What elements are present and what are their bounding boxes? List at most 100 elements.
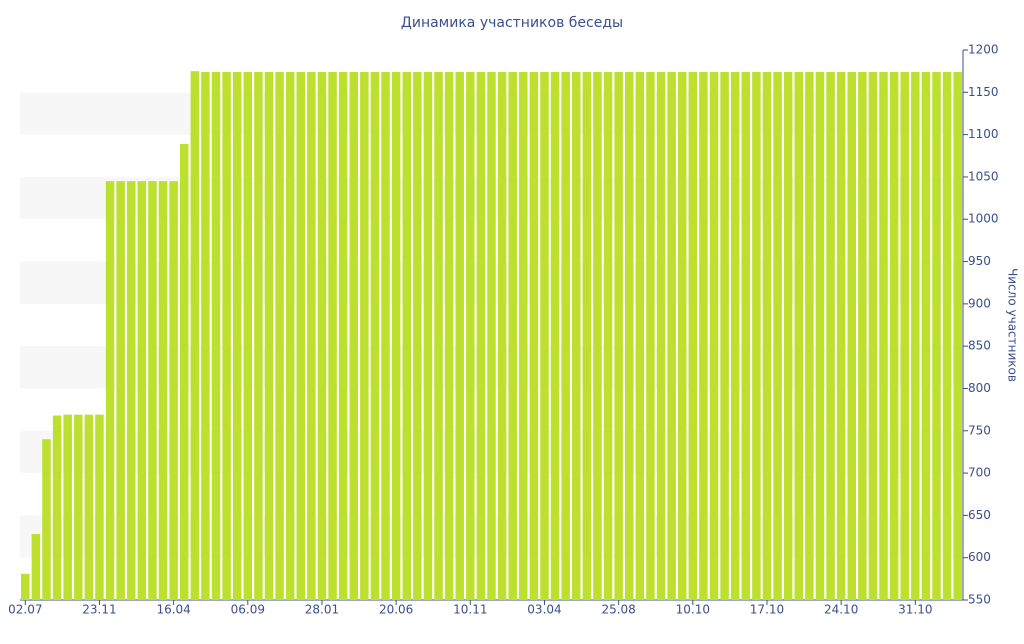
bar — [942, 72, 952, 600]
bar — [285, 72, 295, 600]
bar — [730, 72, 740, 600]
bar — [932, 72, 941, 600]
bar — [360, 72, 369, 600]
bar — [646, 72, 655, 600]
bar — [783, 72, 793, 600]
x-tick-label: 03.04 — [527, 603, 561, 617]
bar — [773, 72, 782, 600]
bar — [519, 72, 528, 600]
bar — [879, 72, 888, 600]
x-tick-label: 23.11 — [82, 603, 116, 617]
x-tick-label: 31.10 — [898, 603, 932, 617]
bar — [540, 72, 549, 600]
y-tick-label: 800 — [968, 381, 991, 395]
y-tick-label: 950 — [968, 254, 991, 268]
bar — [148, 181, 157, 600]
bar — [625, 72, 634, 600]
x-tick-label: 17.10 — [750, 603, 784, 617]
bar — [741, 72, 751, 600]
bar — [455, 72, 464, 600]
x-tick-label: 02.07 — [8, 603, 42, 617]
bar — [582, 72, 592, 600]
y-tick-label: 1200 — [968, 43, 999, 57]
bar — [677, 72, 687, 600]
bar — [614, 72, 623, 600]
bar — [201, 72, 210, 600]
x-tick-label: 24.10 — [824, 603, 858, 617]
bar — [116, 181, 125, 600]
y-tick-label: 700 — [968, 466, 991, 480]
y-tick-label: 1000 — [968, 212, 999, 226]
bar — [211, 72, 221, 600]
y-tick-label: 1150 — [968, 85, 999, 99]
y-tick-label: 750 — [968, 423, 991, 437]
bar — [466, 72, 475, 600]
bar — [434, 72, 443, 600]
bar — [847, 72, 856, 600]
bar — [720, 72, 729, 600]
bar — [593, 72, 602, 600]
bar — [444, 72, 454, 600]
bar — [423, 72, 433, 600]
bar — [603, 72, 613, 600]
bar — [296, 72, 306, 600]
bar — [264, 72, 274, 600]
bar — [52, 415, 62, 600]
bar — [158, 181, 168, 600]
bar — [572, 72, 581, 600]
bar — [889, 72, 899, 600]
bar — [815, 72, 825, 600]
x-tick-label: 10.10 — [676, 603, 710, 617]
bar — [402, 72, 411, 600]
bar — [709, 72, 719, 600]
y-tick-label: 1100 — [968, 127, 999, 141]
x-tick-label: 28.01 — [305, 603, 339, 617]
y-tick-label: 850 — [968, 339, 991, 353]
bar — [317, 72, 327, 600]
y-tick-label: 600 — [968, 550, 991, 564]
bar — [381, 72, 390, 600]
bar — [699, 72, 708, 600]
bar — [805, 72, 814, 600]
bar — [169, 181, 178, 600]
x-tick-label: 10.11 — [453, 603, 487, 617]
bar — [900, 72, 909, 600]
bar — [752, 72, 761, 600]
bar — [550, 72, 560, 600]
bar — [42, 439, 51, 600]
bar — [476, 72, 486, 600]
bar — [413, 72, 422, 600]
bar — [497, 72, 507, 600]
bar — [953, 72, 962, 600]
bar — [275, 72, 284, 600]
bar — [254, 72, 263, 600]
bar — [487, 72, 496, 600]
bar — [656, 72, 666, 600]
bar — [667, 72, 676, 600]
bar — [762, 72, 772, 600]
bar — [95, 414, 104, 600]
y-tick-label: 550 — [968, 593, 991, 607]
bar — [858, 72, 867, 600]
x-tick-label: 25.08 — [601, 603, 635, 617]
bar — [31, 534, 41, 600]
bar — [328, 72, 337, 600]
bar — [222, 72, 231, 600]
bar — [307, 72, 316, 600]
x-tick-label: 20.06 — [379, 603, 413, 617]
bar — [561, 72, 570, 600]
bar — [137, 181, 147, 600]
y-tick-label: 1050 — [968, 169, 999, 183]
bar — [794, 72, 804, 600]
bar — [179, 143, 189, 600]
bar — [370, 72, 380, 600]
bar — [190, 71, 200, 600]
bar — [826, 72, 835, 600]
bar — [911, 72, 920, 600]
y-axis-label: Число участников — [1006, 268, 1020, 382]
bar — [391, 72, 401, 600]
bar — [232, 72, 242, 600]
bar — [349, 72, 358, 600]
bar — [21, 573, 30, 600]
